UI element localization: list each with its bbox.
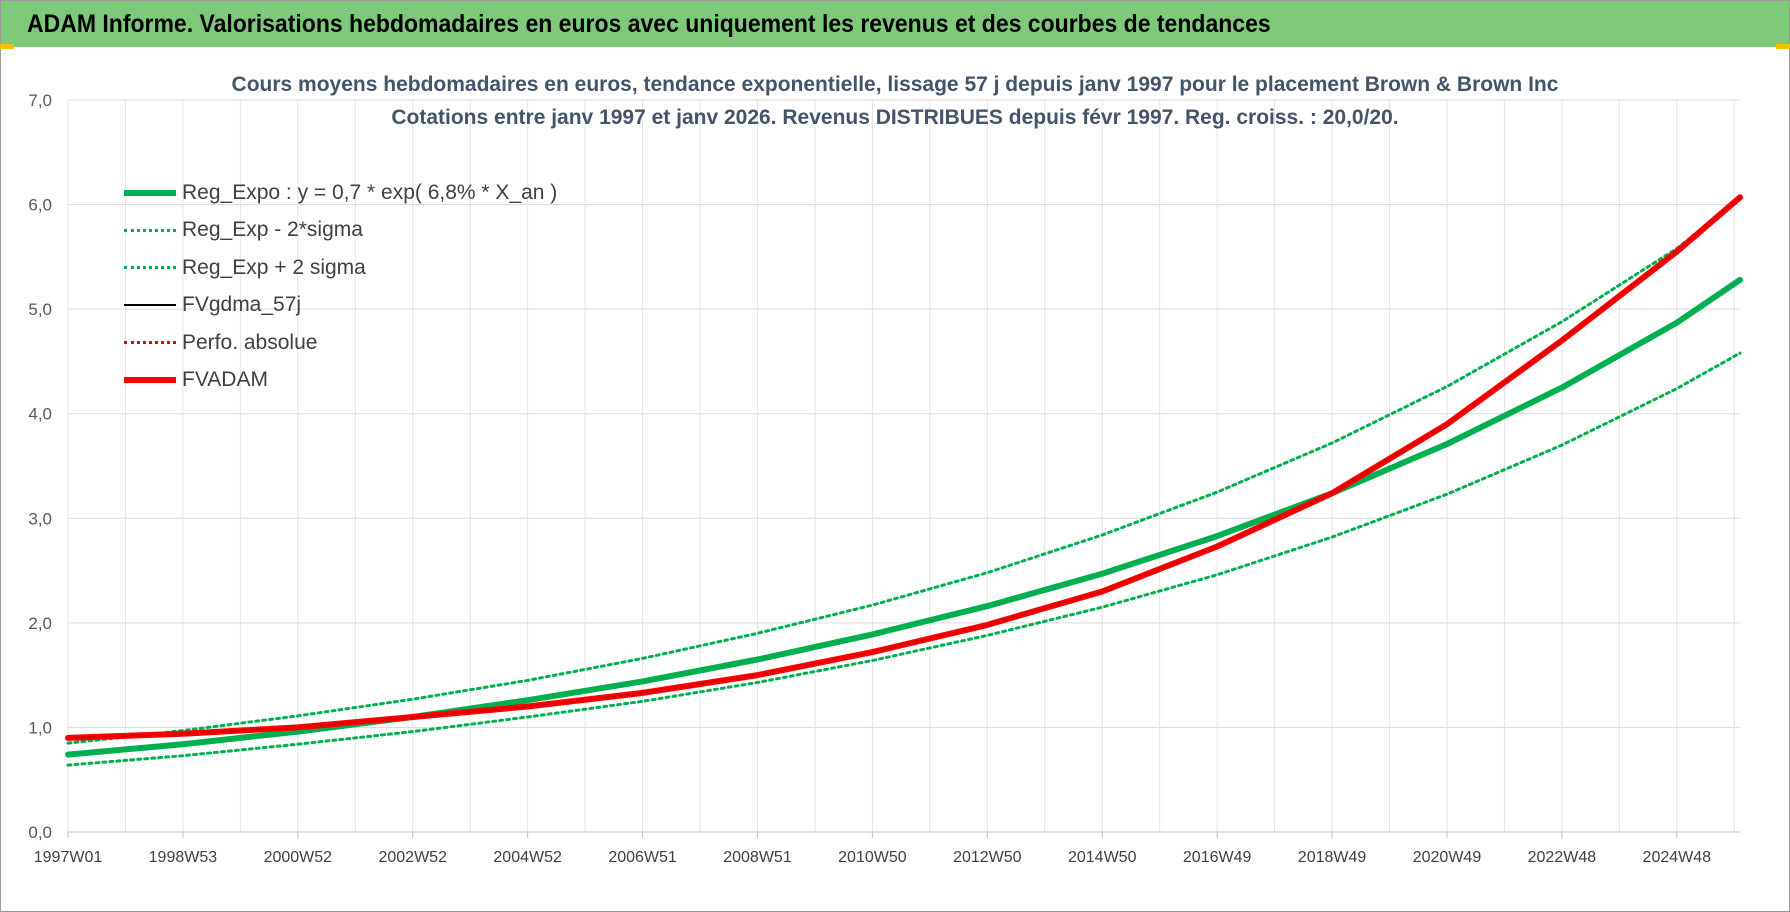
legend-item: FVADAM <box>124 362 557 400</box>
x-tick-label: 2010W50 <box>838 849 907 866</box>
x-tick-label: 2014W50 <box>1068 849 1137 866</box>
legend-swatch <box>124 189 176 196</box>
legend-label: FVgdma_57j <box>182 293 302 317</box>
report-title: ADAM Informe. Valorisations hebdomadaire… <box>27 10 1271 38</box>
x-tick-label: 2000W52 <box>264 849 333 866</box>
series-line <box>66 197 1742 745</box>
y-tick-label: 3,0 <box>28 509 52 528</box>
legend-item: Reg_Exp - 2*sigma <box>124 212 557 250</box>
x-tick-label: 2006W51 <box>608 849 677 866</box>
legend-label: FVADAM <box>182 368 268 392</box>
y-tick-label: 0,0 <box>28 823 52 842</box>
series-line <box>66 195 1742 740</box>
x-tick-label: 1997W01 <box>34 849 103 866</box>
legend-item: Reg_Exp + 2 sigma <box>124 249 557 287</box>
series-line <box>66 351 1742 767</box>
legend-label: Reg_Expo : y = 0,7 * exp( 6,8% * X_an ) <box>182 180 558 204</box>
legend: Reg_Expo : y = 0,7 * exp( 6,8% * X_an ) R… <box>124 174 557 399</box>
y-tick-label: 1,0 <box>28 718 52 737</box>
x-tick-label: 2022W48 <box>1528 849 1597 866</box>
legend-swatch <box>124 377 176 384</box>
y-tick-label: 7,0 <box>28 91 52 110</box>
legend-label: Reg_Exp - 2*sigma <box>182 218 363 242</box>
legend-label: Reg_Exp + 2 sigma <box>182 255 366 279</box>
chart-subtitle: Cotations entre janv 1997 et janv 2026. … <box>391 106 1399 129</box>
legend-label: Perfo. absolue <box>182 330 318 354</box>
gridlines <box>67 99 1740 833</box>
x-tick-label: 2002W52 <box>378 849 447 866</box>
x-tick-label: 2018W49 <box>1298 849 1367 866</box>
x-tick-label: 2004W52 <box>493 849 562 866</box>
axes: 0,0 1,0 2,0 3,0 4,0 5,0 6,0 7,0 1997W01 1998W53 20… <box>28 91 1740 866</box>
y-tick-label: 4,0 <box>28 405 52 424</box>
legend-item: Perfo. absolue <box>124 324 557 362</box>
x-tick-label: 2012W50 <box>953 849 1022 866</box>
x-tick-label: 2020W49 <box>1413 849 1482 866</box>
x-tick-label: 1998W53 <box>149 849 218 866</box>
y-tick-label: 2,0 <box>28 614 52 633</box>
chart-title: Cours moyens hebdomadaires en euros, ten… <box>231 73 1559 96</box>
legend-swatch <box>124 304 176 307</box>
x-tick-label: 2008W51 <box>723 849 792 866</box>
x-tick-label: 2016W49 <box>1183 849 1252 866</box>
legend-item: FVgdma_57j <box>124 287 557 325</box>
series-lines <box>65 194 1743 767</box>
legend-swatch <box>124 228 176 232</box>
corner-marker-top-right <box>1776 44 1790 49</box>
legend-item: Reg_Expo : y = 0,7 * exp( 6,8% * X_an ) <box>124 174 557 212</box>
report-banner: ADAM Informe. Valorisations hebdomadaire… <box>1 1 1789 47</box>
y-tick-label: 6,0 <box>28 196 52 215</box>
corner-marker-top-left <box>0 44 14 49</box>
legend-swatch <box>124 266 176 270</box>
x-tick-label: 2024W48 <box>1643 849 1712 866</box>
legend-swatch <box>124 341 176 345</box>
y-tick-label: 5,0 <box>28 300 52 319</box>
